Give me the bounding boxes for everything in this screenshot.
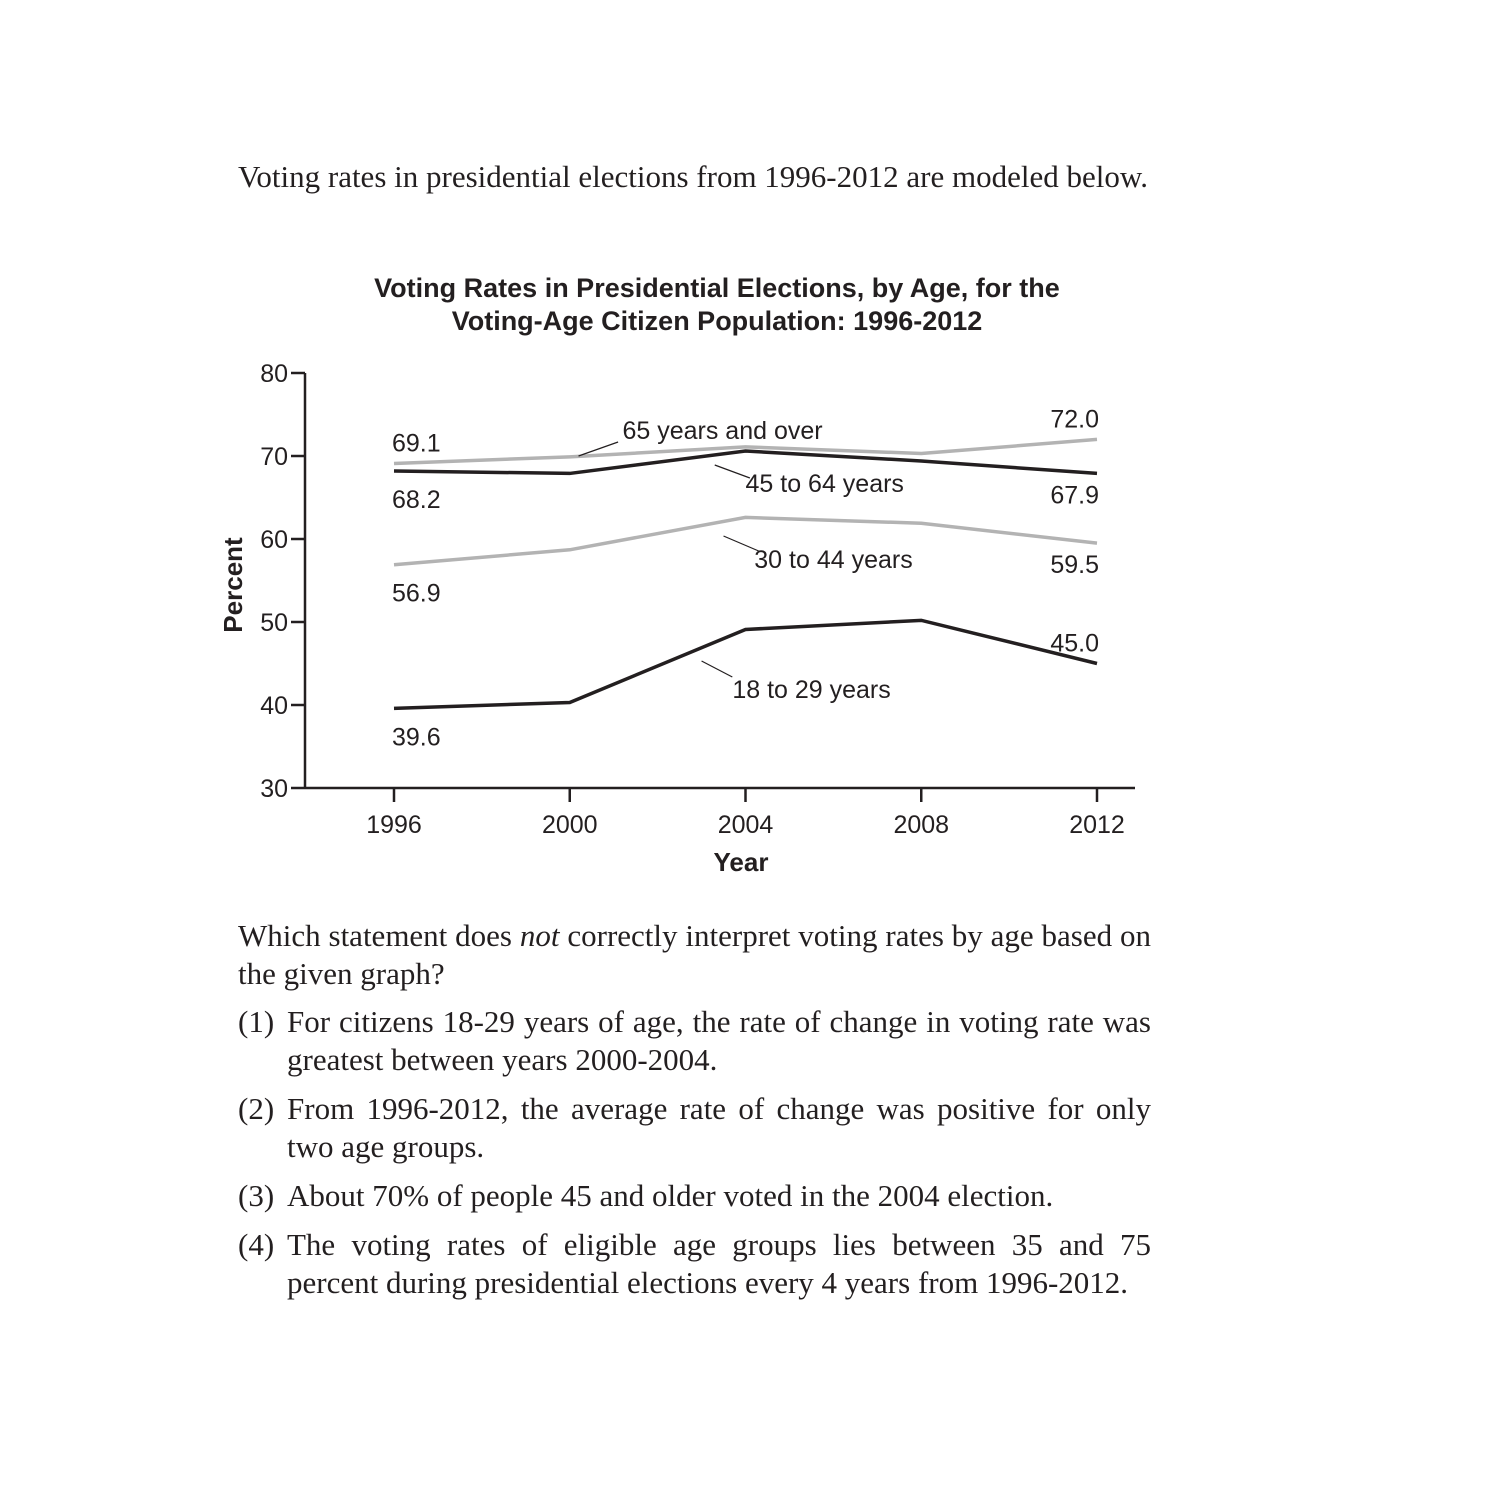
- option-1[interactable]: (1) For citizens 18-29 years of age, the …: [238, 1003, 1151, 1079]
- series-line-45-to-64: [393, 449, 1098, 476]
- start-value-label: 69.1: [392, 429, 441, 457]
- x-tick-label: 1996: [366, 811, 422, 839]
- data-labels: 69.1 72.0 65 years and over 68.2 67.9 45 to 6…: [392, 405, 1099, 751]
- y-tick-label: 60: [260, 526, 288, 554]
- x-tick-label: 2008: [893, 811, 949, 839]
- question-after: correctly interpret voting rates by age …: [238, 918, 1151, 991]
- end-value-label: 59.5: [1050, 551, 1099, 579]
- option-number: (3): [238, 1178, 275, 1213]
- series-line-30-to-44: [393, 515, 1098, 567]
- x-tick-label: 2004: [718, 811, 774, 839]
- y-axis-label: Percent: [218, 537, 248, 633]
- y-tick-label: 80: [260, 360, 288, 388]
- x-axis-label: Year: [714, 847, 769, 877]
- series-leader-line: [714, 464, 751, 479]
- end-value-label: 67.9: [1050, 481, 1099, 509]
- option-text: About 70% of people 45 and older voted i…: [287, 1178, 1054, 1213]
- line-chart: Voting Rates in Presidential Elections, …: [218, 273, 1135, 877]
- series-leader-line: [701, 660, 733, 678]
- y-tick-label: 50: [260, 609, 288, 637]
- y-tick-label: 40: [260, 692, 288, 720]
- chart-title-line-2: Voting-Age Citizen Population: 1996-2012: [452, 306, 983, 336]
- question-before: Which statement does: [238, 918, 520, 953]
- chart-title-line-1: Voting Rates in Presidential Elections, …: [374, 273, 1060, 303]
- x-tick-label: 2000: [542, 811, 598, 839]
- question-emphasis: not: [519, 918, 560, 953]
- start-value-label: 56.9: [392, 580, 441, 608]
- option-number: (2): [238, 1091, 275, 1126]
- answer-options: (1) For citizens 18-29 years of age, the …: [238, 1003, 1151, 1313]
- series-leader-line: [723, 535, 759, 552]
- series-name-label: 45 to 64 years: [746, 470, 904, 498]
- end-value-label: 72.0: [1050, 405, 1099, 433]
- option-2[interactable]: (2) From 1996-2012, the average rate of c…: [238, 1090, 1151, 1166]
- axes: 30 40 50 60 70 80 1996 2000 2004 2008 2012: [260, 360, 1135, 839]
- y-tick-label: 70: [260, 443, 288, 471]
- start-value-label: 39.6: [392, 723, 441, 751]
- end-value-label: 45.0: [1050, 630, 1099, 658]
- option-text: From 1996-2012, the average rate of chan…: [287, 1091, 1151, 1164]
- question-text: Which statement does not correctly inter…: [238, 917, 1151, 993]
- series-line-65-and-over: [393, 437, 1098, 466]
- series-lines: [393, 437, 1098, 711]
- series-name-label: 65 years and over: [622, 417, 822, 445]
- y-tick-label: 30: [260, 775, 288, 803]
- option-text: For citizens 18-29 years of age, the rat…: [287, 1004, 1151, 1077]
- series-leader-line: [578, 441, 619, 457]
- series-line-18-to-29: [393, 618, 1098, 711]
- series-name-label: 18 to 29 years: [732, 676, 890, 704]
- x-tick-label: 2012: [1069, 811, 1125, 839]
- option-text: The voting rates of eligible age groups …: [287, 1227, 1151, 1300]
- option-number: (1): [238, 1004, 275, 1039]
- start-value-label: 68.2: [392, 486, 441, 514]
- intro-text: Voting rates in presidential elections f…: [238, 159, 1148, 194]
- option-number: (4): [238, 1227, 275, 1262]
- series-name-label: 30 to 44 years: [754, 546, 912, 574]
- option-4[interactable]: (4) The voting rates of eligible age grou…: [238, 1226, 1151, 1302]
- option-3[interactable]: (3) About 70% of people 45 and older vote…: [238, 1177, 1151, 1215]
